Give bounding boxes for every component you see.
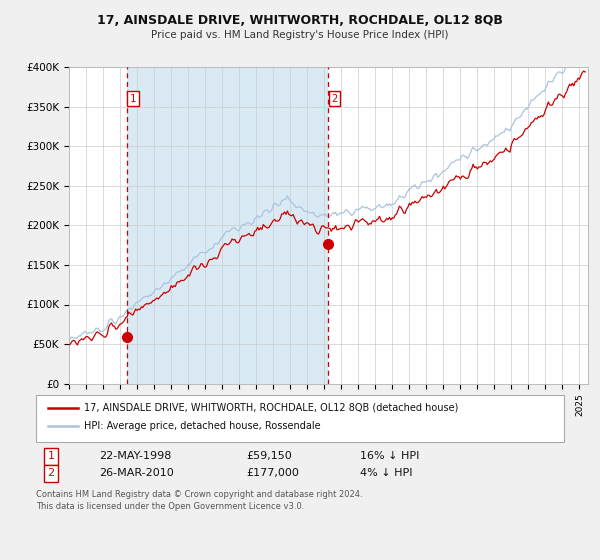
Text: HPI: Average price, detached house, Rossendale: HPI: Average price, detached house, Ross… (84, 421, 320, 431)
Text: £177,000: £177,000 (246, 468, 299, 478)
Text: 2: 2 (47, 468, 55, 478)
Text: 1: 1 (130, 94, 136, 104)
Bar (127, 67, 328, 384)
Text: 17, AINSDALE DRIVE, WHITWORTH, ROCHDALE, OL12 8QB: 17, AINSDALE DRIVE, WHITWORTH, ROCHDALE,… (97, 14, 503, 27)
Text: 4% ↓ HPI: 4% ↓ HPI (360, 468, 413, 478)
Text: 22-MAY-1998: 22-MAY-1998 (99, 451, 172, 461)
Text: 26-MAR-2010: 26-MAR-2010 (99, 468, 174, 478)
Text: 17, AINSDALE DRIVE, WHITWORTH, ROCHDALE, OL12 8QB (detached house): 17, AINSDALE DRIVE, WHITWORTH, ROCHDALE,… (84, 403, 458, 413)
Text: 16% ↓ HPI: 16% ↓ HPI (360, 451, 419, 461)
Text: 2: 2 (332, 94, 338, 104)
Text: 1: 1 (47, 451, 55, 461)
Text: Contains HM Land Registry data © Crown copyright and database right 2024.
This d: Contains HM Land Registry data © Crown c… (36, 490, 362, 511)
Text: £59,150: £59,150 (246, 451, 292, 461)
Text: Price paid vs. HM Land Registry's House Price Index (HPI): Price paid vs. HM Land Registry's House … (151, 30, 449, 40)
